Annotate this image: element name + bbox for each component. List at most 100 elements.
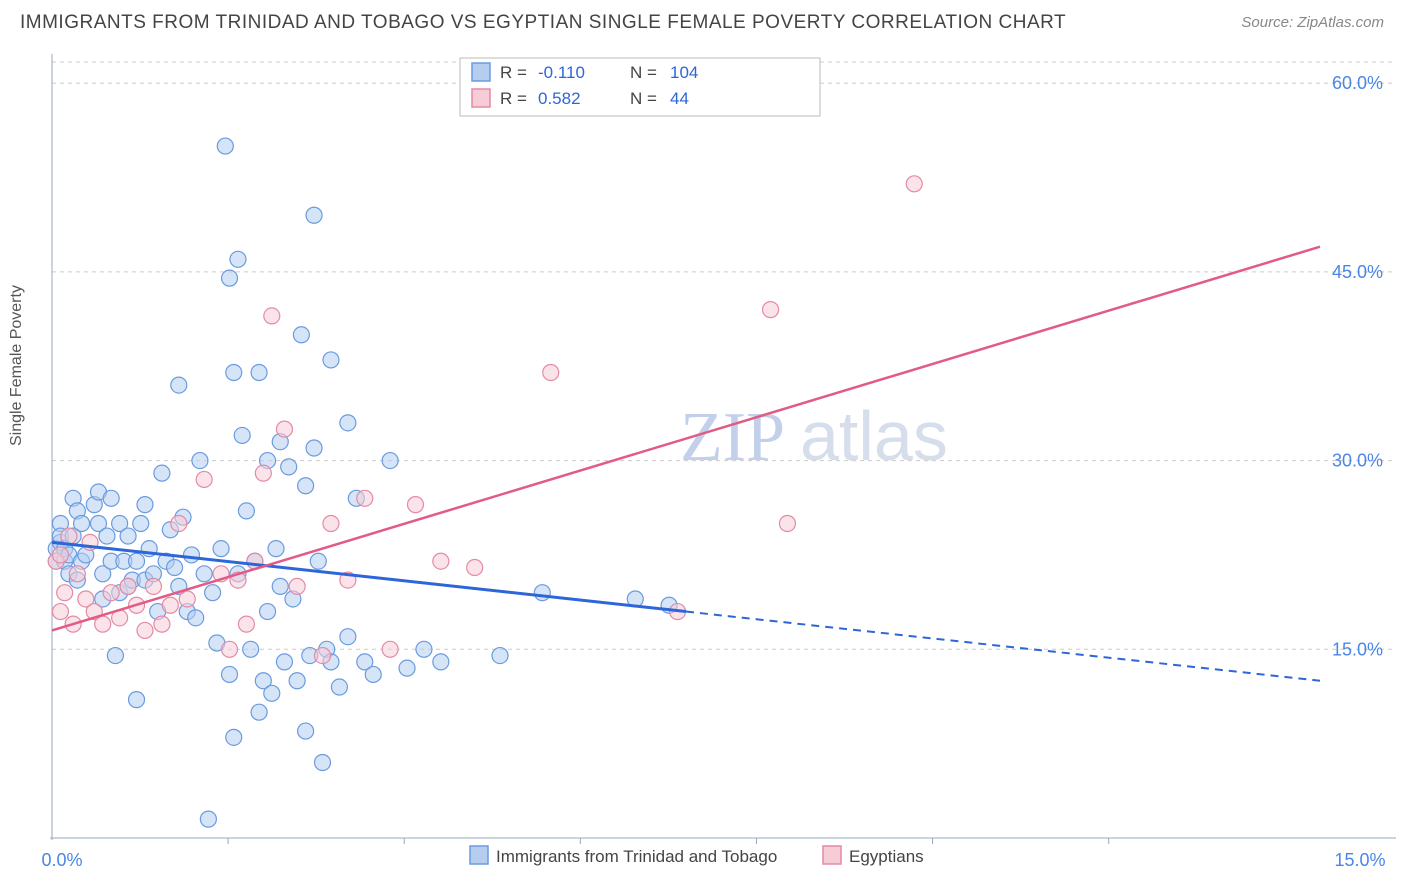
data-point: [272, 578, 288, 594]
data-point: [196, 471, 212, 487]
data-point: [167, 560, 183, 576]
data-point: [534, 585, 550, 601]
data-point: [120, 578, 136, 594]
data-point: [289, 578, 305, 594]
data-point: [171, 377, 187, 393]
data-point: [107, 648, 123, 664]
data-point: [222, 666, 238, 682]
data-point: [238, 616, 254, 632]
legend-r-label: R =: [500, 89, 527, 108]
legend-swatch: [472, 63, 490, 81]
data-point: [331, 679, 347, 695]
data-point: [222, 641, 238, 657]
data-point: [251, 365, 267, 381]
legend-n-value: 44: [670, 89, 689, 108]
data-point: [467, 560, 483, 576]
data-point: [276, 654, 292, 670]
data-point: [298, 723, 314, 739]
legend-n-label: N =: [630, 89, 657, 108]
data-point: [196, 566, 212, 582]
data-point: [289, 673, 305, 689]
legend-swatch: [472, 89, 490, 107]
data-point: [323, 515, 339, 531]
data-point: [779, 515, 795, 531]
data-point: [200, 811, 216, 827]
data-point: [255, 465, 271, 481]
data-point: [433, 654, 449, 670]
data-point: [906, 176, 922, 192]
data-point: [226, 729, 242, 745]
data-point: [382, 641, 398, 657]
data-point: [103, 585, 119, 601]
legend-r-label: R =: [500, 63, 527, 82]
data-point: [162, 597, 178, 613]
data-point: [213, 541, 229, 557]
data-point: [133, 515, 149, 531]
data-point: [99, 528, 115, 544]
data-point: [103, 490, 119, 506]
data-point: [74, 515, 90, 531]
data-point: [192, 453, 208, 469]
data-point: [154, 616, 170, 632]
legend-r-value: -0.110: [538, 63, 585, 82]
data-point: [407, 497, 423, 513]
data-point: [129, 553, 145, 569]
data-point: [264, 308, 280, 324]
scatter-plot: ZIPatlas15.0%30.0%45.0%60.0%0.0%15.0%R =…: [0, 0, 1406, 892]
data-point: [234, 427, 250, 443]
data-point: [222, 270, 238, 286]
data-point: [179, 591, 195, 607]
data-point: [69, 566, 85, 582]
legend-n-label: N =: [630, 63, 657, 82]
data-point: [137, 497, 153, 513]
svg-text:ZIP: ZIP: [680, 399, 785, 476]
data-point: [492, 648, 508, 664]
data-point: [95, 616, 111, 632]
data-point: [264, 685, 280, 701]
x-tick-label: 15.0%: [1334, 850, 1385, 870]
data-point: [171, 515, 187, 531]
data-point: [365, 666, 381, 682]
data-point: [154, 465, 170, 481]
data-point: [145, 578, 161, 594]
data-point: [763, 302, 779, 318]
data-point: [543, 365, 559, 381]
data-point: [323, 352, 339, 368]
data-point: [281, 459, 297, 475]
data-point: [310, 553, 326, 569]
data-point: [399, 660, 415, 676]
data-point: [205, 585, 221, 601]
y-tick-label: 45.0%: [1332, 262, 1383, 282]
data-point: [251, 704, 267, 720]
data-point: [382, 453, 398, 469]
regression-line-a-extrapolated: [686, 612, 1320, 681]
data-point: [306, 440, 322, 456]
data-point: [268, 541, 284, 557]
data-point: [340, 415, 356, 431]
data-point: [276, 421, 292, 437]
data-point: [230, 251, 246, 267]
data-point: [416, 641, 432, 657]
data-point: [61, 528, 77, 544]
legend-swatch: [823, 846, 841, 864]
data-point: [188, 610, 204, 626]
data-point: [183, 547, 199, 563]
legend-n-value: 104: [670, 63, 698, 82]
data-point: [298, 478, 314, 494]
data-point: [238, 503, 254, 519]
y-tick-label: 30.0%: [1332, 451, 1383, 471]
data-point: [293, 327, 309, 343]
legend-series-label: Immigrants from Trinidad and Tobago: [496, 847, 777, 866]
data-point: [226, 365, 242, 381]
data-point: [315, 648, 331, 664]
data-point: [260, 604, 276, 620]
data-point: [52, 604, 68, 620]
data-point: [217, 138, 233, 154]
svg-text:atlas: atlas: [800, 397, 948, 475]
data-point: [306, 207, 322, 223]
legend-r-value: 0.582: [538, 89, 581, 108]
data-point: [315, 755, 331, 771]
data-point: [243, 641, 259, 657]
data-point: [57, 585, 73, 601]
data-point: [129, 692, 145, 708]
